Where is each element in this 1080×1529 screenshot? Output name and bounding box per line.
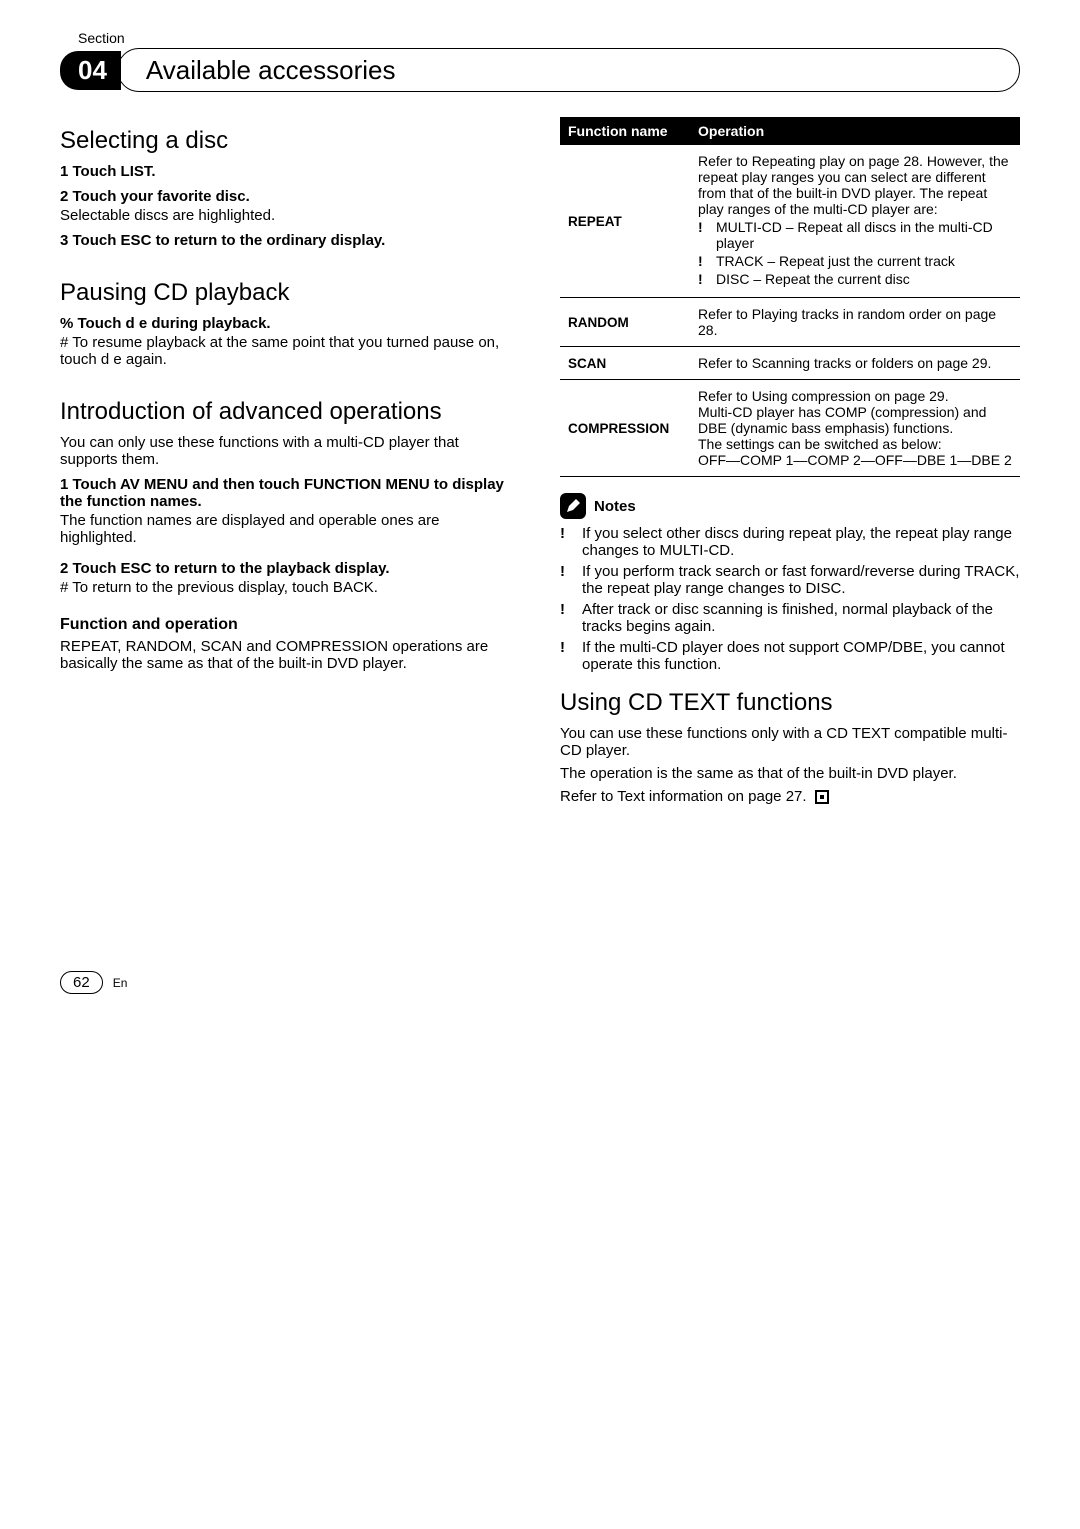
fn-cell: REPEAT xyxy=(560,145,690,298)
selecting-step1: 1 Touch LIST. xyxy=(60,163,520,180)
language-label: En xyxy=(113,976,128,990)
selecting-step2: 2 Touch your favorite disc. xyxy=(60,188,520,205)
note-item: If the multi-CD player does not support … xyxy=(582,639,1020,673)
cdtext-ref-text: Refer to Text information on page 27. xyxy=(560,788,807,805)
note-item: If you perform track search or fast forw… xyxy=(582,563,1020,597)
op-item: MULTI-CD – Repeat all discs in the multi… xyxy=(716,219,1012,251)
left-column: Selecting a disc 1 Touch LIST. 2 Touch y… xyxy=(60,117,520,811)
op-cell: Refer to Scanning tracks or folders on p… xyxy=(690,347,1020,380)
page-footer: 62 En xyxy=(60,971,1020,994)
intro-step2: 2 Touch ESC to return to the playback di… xyxy=(60,560,520,577)
section-number-badge: 04 xyxy=(60,51,121,90)
heading-intro: Introduction of advanced operations xyxy=(60,398,520,426)
right-column: Function name Operation REPEAT Refer to … xyxy=(560,117,1020,811)
op-item: TRACK – Repeat just the current track xyxy=(716,253,1012,269)
note-item: After track or disc scanning is finished… xyxy=(582,601,1020,635)
table-row: COMPRESSION Refer to Using compression o… xyxy=(560,380,1020,477)
heading-cdtext: Using CD TEXT functions xyxy=(560,689,1020,717)
fn-cell: SCAN xyxy=(560,347,690,380)
selecting-step3: 3 Touch ESC to return to the ordinary di… xyxy=(60,232,520,249)
intro-step1: 1 Touch AV MENU and then touch FUNCTION … xyxy=(60,476,520,510)
notes-list: If you select other discs during repeat … xyxy=(560,525,1020,673)
fn-cell: COMPRESSION xyxy=(560,380,690,477)
heading-pausing: Pausing CD playback xyxy=(60,279,520,307)
page-title: Available accessories xyxy=(146,55,396,86)
section-label: Section xyxy=(78,30,1020,46)
cdtext-body2: The operation is the same as that of the… xyxy=(560,765,1020,782)
table-row: RANDOM Refer to Playing tracks in random… xyxy=(560,298,1020,347)
heading-func-op: Function and operation xyxy=(60,616,520,634)
intro-step2-note: # To return to the previous display, tou… xyxy=(60,579,520,596)
page-header: 04 Available accessories xyxy=(60,48,1020,92)
cdtext-ref: Refer to Text information on page 27. xyxy=(560,788,1020,805)
op-cell: Refer to Using compression on page 29. M… xyxy=(690,380,1020,477)
fn-cell: RANDOM xyxy=(560,298,690,347)
th-operation: Operation xyxy=(690,117,1020,145)
pausing-step: % Touch d e during playback. xyxy=(60,315,520,332)
selecting-step2-body: Selectable discs are highlighted. xyxy=(60,207,520,224)
th-function-name: Function name xyxy=(560,117,690,145)
page-number-pill: 62 xyxy=(60,971,103,994)
func-op-body: REPEAT, RANDOM, SCAN and COMPRESSION ope… xyxy=(60,638,520,672)
end-of-article-icon xyxy=(815,790,829,804)
notes-title: Notes xyxy=(594,498,636,515)
pencil-icon xyxy=(560,493,586,519)
intro-step1-body: The function names are displayed and ope… xyxy=(60,512,520,546)
cdtext-body1: You can use these functions only with a … xyxy=(560,725,1020,759)
intro-body: You can only use these functions with a … xyxy=(60,434,520,468)
op-item-list: MULTI-CD – Repeat all discs in the multi… xyxy=(698,219,1012,287)
notes-header: Notes xyxy=(560,493,1020,519)
two-column-layout: Selecting a disc 1 Touch LIST. 2 Touch y… xyxy=(60,117,1020,811)
op-cell: Refer to Playing tracks in random order … xyxy=(690,298,1020,347)
table-row: REPEAT Refer to Repeating play on page 2… xyxy=(560,145,1020,298)
note-item: If you select other discs during repeat … xyxy=(582,525,1020,559)
page-title-pill: Available accessories xyxy=(117,48,1020,92)
op-intro: Refer to Repeating play on page 28. Howe… xyxy=(698,153,1012,217)
table-row: SCAN Refer to Scanning tracks or folders… xyxy=(560,347,1020,380)
heading-selecting: Selecting a disc xyxy=(60,127,520,155)
pausing-note: # To resume playback at the same point t… xyxy=(60,334,520,368)
op-cell: Refer to Repeating play on page 28. Howe… xyxy=(690,145,1020,298)
op-item: DISC – Repeat the current disc xyxy=(716,271,1012,287)
function-table: Function name Operation REPEAT Refer to … xyxy=(560,117,1020,477)
